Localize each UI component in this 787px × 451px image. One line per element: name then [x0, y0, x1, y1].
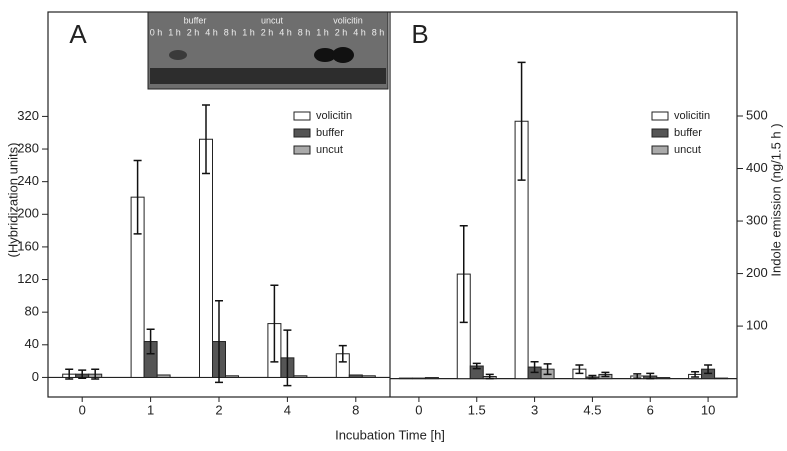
- legend-label: uncut: [674, 144, 701, 156]
- gel-group-label: buffer: [184, 15, 207, 25]
- bar: [156, 374, 171, 378]
- error-bar: [65, 368, 74, 380]
- y-tick-label: 320: [17, 108, 39, 123]
- gel-lane-label: 4 h: [353, 27, 366, 37]
- bar: [348, 374, 363, 378]
- gel-lane-label: 8 h: [298, 27, 311, 37]
- legend-swatch: [293, 145, 311, 155]
- error-bar: [472, 362, 481, 370]
- y-tick-label: 80: [25, 304, 39, 319]
- error-bar: [270, 284, 279, 363]
- gel-lane-label: 2 h: [335, 27, 348, 37]
- gel-lane-label: 1 h: [316, 27, 329, 37]
- error-bar: [338, 344, 347, 363]
- error-bar: [91, 368, 100, 380]
- y-tick-label: 280: [17, 140, 39, 155]
- y-tick-label: 240: [17, 173, 39, 188]
- gel-lane-label: 8 h: [224, 27, 237, 37]
- gel-band: [314, 48, 336, 62]
- gel-lane-label: 8 h: [372, 27, 385, 37]
- y-tick-label: 400: [746, 160, 768, 175]
- gel-lane-label: 2 h: [261, 27, 274, 37]
- gel-band-row: [150, 68, 386, 84]
- legend-swatch: [651, 128, 669, 138]
- error-bar: [146, 328, 155, 355]
- y-axis-label: Indole emission (ng/1.5 h ): [768, 123, 783, 276]
- error-bar: [530, 361, 539, 374]
- error-bar: [691, 371, 700, 378]
- error-bar: [588, 374, 597, 380]
- gel-band: [169, 50, 187, 60]
- x-tick-label: 2: [215, 402, 222, 417]
- bar: [361, 375, 376, 378]
- x-tick-label: 0: [79, 402, 86, 417]
- x-tick-label: 0: [415, 402, 422, 417]
- bar: [398, 377, 413, 380]
- x-tick-label: 4: [284, 402, 291, 417]
- error-bar: [601, 371, 610, 378]
- x-tick-label: 10: [701, 402, 715, 417]
- y-tick-label: 500: [746, 107, 768, 122]
- frame: [47, 11, 738, 398]
- error-bar: [704, 364, 713, 375]
- x-tick-label: 1: [147, 402, 154, 417]
- gel-group-label: volicitin: [333, 15, 363, 25]
- legend-label: uncut: [316, 144, 343, 156]
- error-bar: [575, 364, 584, 375]
- legend-label: buffer: [316, 127, 344, 139]
- x-tick-label: 6: [647, 402, 654, 417]
- legend-label: buffer: [674, 127, 702, 139]
- bar: [656, 377, 671, 380]
- gel-image: [147, 11, 389, 90]
- y-axis-label: (Hybridization units): [5, 143, 20, 258]
- error-bar: [646, 372, 655, 380]
- legend-label: volicitin: [674, 110, 710, 122]
- error-bar: [133, 159, 142, 235]
- error-bar: [283, 329, 292, 387]
- gel-lane-label: 2 h: [187, 27, 200, 37]
- x-tick-label: 4.5: [583, 402, 601, 417]
- bar: [424, 377, 439, 380]
- y-tick-label: 200: [17, 206, 39, 221]
- legend-swatch: [293, 128, 311, 138]
- bar: [225, 375, 239, 378]
- legend-swatch: [651, 145, 669, 155]
- error-bar: [459, 225, 468, 324]
- gel-lane-label: 4 h: [205, 27, 218, 37]
- x-axis-label: Incubation Time [h]: [335, 427, 445, 442]
- error-bar: [633, 373, 642, 379]
- bar: [714, 377, 729, 380]
- error-bar: [215, 300, 223, 384]
- gel-lane-label: 1 h: [242, 27, 255, 37]
- gel-lane-label: 1 h: [168, 27, 181, 37]
- x-tick-label: 8: [352, 402, 359, 417]
- bar: [199, 138, 213, 378]
- y-tick-label: 0: [32, 369, 39, 384]
- y-tick-label: 120: [17, 271, 39, 286]
- error-bar: [485, 373, 494, 380]
- panel-title: B: [411, 19, 428, 49]
- y-tick-label: 100: [746, 318, 768, 333]
- error-bar: [517, 61, 526, 181]
- bar: [293, 375, 308, 378]
- y-tick-label: 300: [746, 212, 768, 227]
- panel-title: A: [69, 19, 87, 49]
- gel-lane-label: 4 h: [279, 27, 292, 37]
- error-bar: [202, 104, 210, 175]
- x-tick-label: 1.5: [468, 402, 486, 417]
- y-tick-label: 40: [25, 336, 39, 351]
- legend-swatch: [293, 111, 311, 121]
- x-tick-label: 3: [531, 402, 538, 417]
- y-tick-label: 160: [17, 238, 39, 253]
- gel-lane-label: 0 h: [150, 27, 163, 37]
- legend-label: volicitin: [316, 110, 352, 122]
- y-tick-label: 200: [746, 265, 768, 280]
- legend-swatch: [651, 111, 669, 121]
- gel-group-label: uncut: [261, 15, 284, 25]
- error-bar: [543, 363, 552, 376]
- gel-band: [332, 47, 354, 63]
- error-bar: [78, 369, 87, 379]
- bar: [411, 377, 426, 380]
